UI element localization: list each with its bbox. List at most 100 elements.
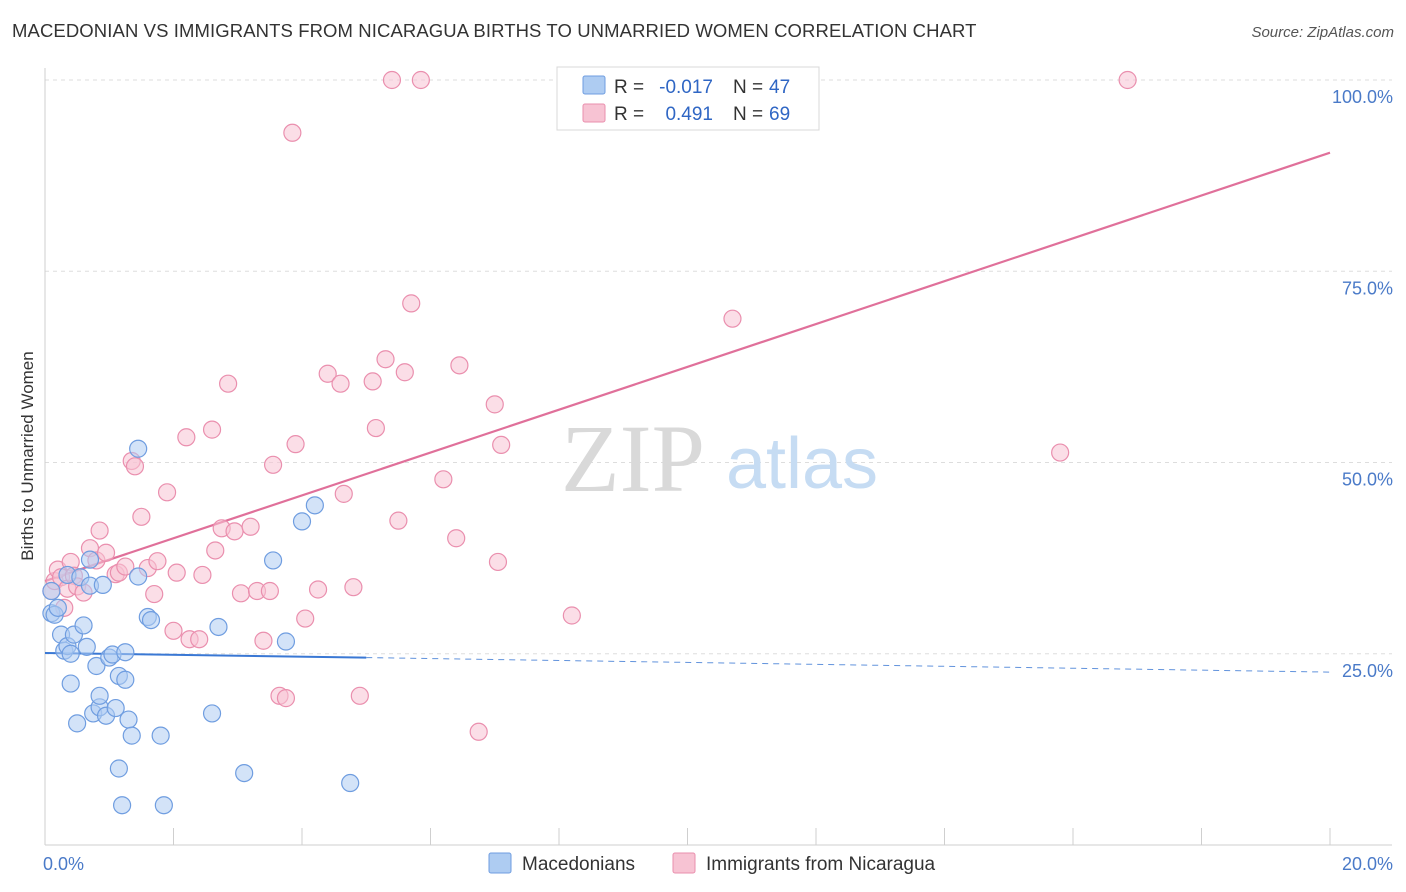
point-macedonians (202, 704, 222, 723)
point-nicaragua (241, 517, 260, 536)
point-nicaragua (177, 428, 196, 447)
point-nicaragua (492, 435, 511, 455)
chart-source: Source: ZipAtlas.com (1251, 24, 1394, 41)
legend-label-macedonians: Macedonians (522, 854, 635, 875)
point-nicaragua (376, 350, 395, 369)
point-nicaragua (450, 356, 469, 375)
point-nicaragua (485, 395, 504, 414)
y-axis-label: Births to Unmarried Women (18, 351, 37, 560)
point-nicaragua (202, 420, 222, 439)
point-macedonians (80, 550, 100, 569)
legend-swatch-nicaragua (672, 852, 696, 874)
point-macedonians (151, 726, 170, 745)
point-macedonians (341, 773, 360, 793)
point-nicaragua (132, 507, 151, 526)
point-nicaragua (389, 511, 408, 530)
point-macedonians (276, 632, 296, 651)
stats-n-label: N = (733, 77, 763, 98)
point-macedonians (305, 496, 324, 515)
x-tick-label: 0.0% (43, 854, 84, 874)
point-nicaragua (488, 552, 508, 572)
y-tick-label: 100.0% (1332, 87, 1393, 107)
point-nicaragua (263, 455, 283, 474)
trend-line-macedonians (44, 651, 367, 659)
y-tick-label: 50.0% (1342, 470, 1393, 490)
point-macedonians (141, 610, 161, 630)
point-macedonians (112, 796, 132, 815)
point-macedonians (116, 670, 135, 689)
point-nicaragua (562, 606, 581, 625)
point-nicaragua (190, 630, 209, 649)
point-nicaragua (219, 374, 238, 393)
stats-n-value: 47 (769, 77, 790, 98)
point-nicaragua (366, 418, 385, 438)
point-macedonians (61, 644, 80, 663)
point-macedonians (77, 637, 96, 656)
watermark-zip: ZIP (561, 405, 705, 512)
point-macedonians (119, 710, 138, 729)
point-nicaragua (90, 521, 109, 540)
point-macedonians (93, 575, 112, 595)
point-nicaragua (283, 123, 302, 142)
point-nicaragua (231, 584, 251, 603)
point-nicaragua (308, 580, 328, 599)
point-macedonians (90, 686, 109, 705)
point-nicaragua (395, 363, 414, 382)
legend-swatch-macedonians (488, 852, 512, 874)
point-macedonians (209, 617, 228, 637)
point-nicaragua (206, 541, 225, 560)
point-nicaragua (1118, 70, 1137, 90)
stats-legend: R = -0.017 N = 47 R = 0.491 N = 69 (556, 66, 820, 131)
point-nicaragua (411, 70, 430, 90)
legend-label-nicaragua: Immigrants from Nicaragua (706, 854, 936, 875)
point-nicaragua (469, 722, 488, 741)
point-macedonians (74, 616, 93, 635)
point-nicaragua (402, 294, 421, 313)
stats-legend-swatch-pink (582, 103, 606, 123)
stats-r-label: R = (614, 77, 644, 98)
point-nicaragua (167, 563, 186, 582)
point-macedonians (106, 698, 125, 718)
point-macedonians (129, 439, 148, 458)
point-nicaragua (363, 372, 382, 391)
point-macedonians (68, 714, 87, 733)
point-nicaragua (447, 529, 466, 548)
point-nicaragua (434, 470, 453, 489)
stats-r-value: 0.491 (665, 104, 713, 125)
point-nicaragua (116, 557, 135, 576)
point-macedonians (48, 598, 67, 617)
chart-title: MACEDONIAN VS IMMIGRANTS FROM NICARAGUA … (12, 20, 977, 41)
point-nicaragua (382, 70, 402, 90)
stats-r-label: R = (614, 104, 644, 125)
point-nicaragua (157, 483, 177, 502)
point-nicaragua (164, 621, 183, 640)
x-tick-label: 20.0% (1342, 854, 1393, 874)
point-macedonians (154, 796, 173, 815)
point-nicaragua (286, 435, 305, 454)
trend-lines (44, 151, 1331, 673)
point-macedonians (116, 643, 135, 662)
trend-line-macedonians-extension (366, 657, 1331, 673)
point-nicaragua (145, 584, 164, 604)
stats-legend-swatch-blue (582, 75, 606, 95)
point-nicaragua (225, 522, 244, 541)
point-nicaragua (350, 686, 369, 705)
point-nicaragua (334, 484, 353, 503)
data-points (42, 70, 1137, 815)
stats-n-value: 69 (769, 104, 790, 125)
point-macedonians (87, 656, 106, 676)
point-macedonians (129, 567, 148, 586)
axes (44, 68, 1392, 846)
point-nicaragua (125, 457, 145, 476)
point-macedonians (61, 674, 80, 693)
point-nicaragua (260, 581, 279, 601)
stats-r-value: -0.017 (659, 77, 713, 98)
tick-labels: 25.0% 50.0% 75.0% 100.0% 0.0% 20.0% (43, 87, 1393, 874)
point-macedonians (292, 512, 312, 531)
point-nicaragua (254, 631, 273, 650)
point-macedonians (109, 759, 128, 778)
point-nicaragua (96, 543, 116, 562)
y-tick-label: 25.0% (1342, 661, 1393, 681)
point-nicaragua (344, 578, 363, 597)
